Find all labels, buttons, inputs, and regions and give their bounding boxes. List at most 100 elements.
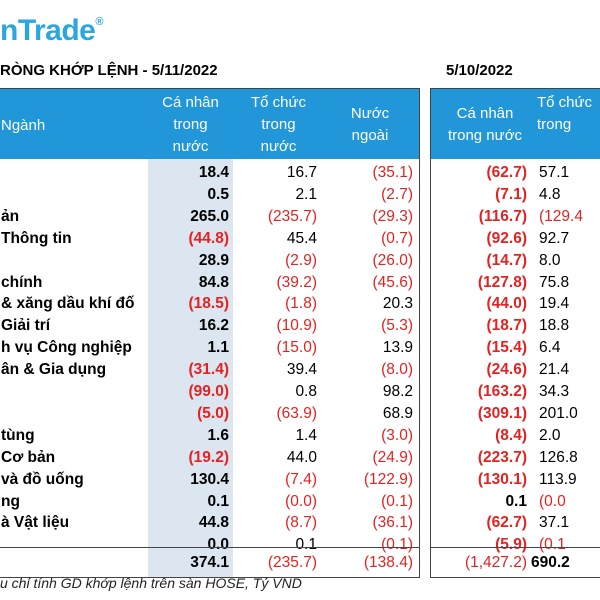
right-value-individual: (7.1) [495, 185, 527, 203]
value-foreign: (122.9) [363, 470, 413, 488]
table-row: (99.0) 0.8 98.2 [0, 381, 419, 403]
left-table: Ngành Tổ chức trong nước Nước ngoài Cá n… [0, 88, 420, 578]
value-individual: 0.1 [207, 492, 229, 510]
value-individual: 1.6 [207, 426, 229, 444]
right-value-individual: (18.7) [486, 317, 528, 335]
value-institution: (10.9) [276, 317, 318, 335]
total-institution: (235.7) [267, 554, 317, 571]
table-row: ản 265.0 (235.7) (29.3) [0, 206, 419, 228]
value-institution: (2.9) [285, 251, 317, 269]
right-table-header: Cá nhân trong nước Tổ chức trong [431, 89, 600, 159]
table-row: tùng 1.6 1.4 (3.0) [0, 425, 419, 447]
sector-label: Cơ bản [1, 448, 56, 466]
value-foreign: 98.2 [382, 383, 413, 400]
value-foreign: (36.1) [372, 514, 414, 532]
table-row: (5.9) (0.1 [431, 534, 600, 556]
header-institution-line1: Tổ chức [250, 94, 307, 111]
right-value-individual: (15.4) [486, 339, 528, 357]
value-individual: 265.0 [190, 207, 229, 225]
value-institution: 39.4 [286, 361, 317, 379]
table-row: (14.7) 8.0 [431, 250, 600, 272]
right-value-institution: 21.4 [539, 361, 570, 379]
value-individual: (44.8) [188, 229, 230, 247]
table-row: 18.4 16.7 (35.1) [0, 162, 419, 184]
value-institution: (1.8) [285, 295, 317, 313]
value-institution: 45.4 [286, 229, 317, 247]
total-foreign: (138.4) [363, 554, 413, 571]
right-header-institution-line2: trong [537, 116, 572, 133]
right-value-individual: (44.0) [486, 295, 528, 313]
right-header-individual-line1: Cá nhân [456, 105, 514, 122]
right-value-institution: (0.1 [539, 536, 566, 554]
value-foreign: (26.0) [372, 251, 414, 269]
right-value-individual: (24.6) [486, 361, 528, 379]
value-individual: (18.5) [188, 295, 230, 313]
right-total-individual: (1,427.2) [464, 554, 527, 571]
value-individual: (19.2) [188, 448, 230, 466]
table-row: (116.7) (129.4 [431, 206, 600, 228]
value-institution: 16.7 [286, 164, 317, 181]
right-value-institution: 2.0 [539, 426, 561, 444]
right-value-institution: 37.1 [539, 514, 570, 532]
table-row: (7.1) 4.8 [431, 184, 600, 206]
header-sector: Ngành [1, 117, 46, 134]
value-individual: (5.0) [197, 404, 229, 422]
table-row: 0.1 (0.0 [431, 491, 600, 513]
table-row: h vụ Công nghiệp 1.1 (15.0) 13.9 [0, 337, 419, 359]
table-row: 28.9 (2.9) (26.0) [0, 250, 419, 272]
right-value-institution: 4.8 [539, 185, 561, 203]
header-foreign-line1: Nước [350, 105, 390, 122]
sector-label: Thông tin [1, 229, 72, 247]
right-value-institution: (0.0 [539, 492, 566, 510]
value-institution: (7.4) [285, 470, 317, 488]
right-value-institution: 113.9 [539, 470, 577, 488]
value-individual: (31.4) [188, 361, 230, 379]
header-individual-line2: trong [173, 116, 208, 133]
right-value-individual: (5.9) [495, 536, 527, 554]
value-foreign: 20.3 [382, 295, 413, 313]
table-row: Giải trí 16.2 (10.9) (5.3) [0, 315, 419, 337]
table-row: ng 0.1 (0.0) (0.1) [0, 491, 419, 513]
value-institution: (15.0) [276, 339, 318, 357]
sector-label: h vụ Công nghiệp [1, 339, 132, 357]
value-foreign: (0.7) [381, 229, 413, 247]
right-value-institution: 19.4 [539, 295, 570, 313]
value-institution: (39.2) [276, 273, 318, 291]
right-value-institution: 57.1 [539, 164, 570, 181]
sector-label: & xăng dầu khí đố [1, 295, 135, 313]
header-individual-line1: Cá nhân [162, 94, 219, 111]
registered-mark: ® [95, 16, 103, 28]
right-value-institution: 201.0 [539, 404, 578, 422]
table-row: Cơ bản (19.2) 44.0 (24.9) [0, 447, 419, 469]
sector-label: tùng [1, 426, 35, 444]
highlight-column: Cá nhân trong nước [148, 89, 233, 577]
table-row: (5.0) (63.9) 68.9 [0, 403, 419, 425]
right-value-institution: 92.7 [539, 229, 570, 247]
value-institution: 0.8 [295, 383, 317, 400]
value-institution: 1.4 [295, 426, 317, 444]
table-row: (130.1) 113.9 [431, 469, 600, 491]
table-row: và đồ uống 130.4 (7.4) (122.9) [0, 469, 419, 491]
value-individual: 1.1 [207, 339, 229, 357]
right-value-institution: (129.4 [539, 207, 583, 225]
value-individual: 16.2 [198, 317, 229, 335]
table-row: (127.8) 75.8 [431, 272, 600, 294]
value-foreign: (2.7) [381, 185, 413, 203]
table-row: Thông tin (44.8) 45.4 (0.7) [0, 228, 419, 250]
right-value-institution: 18.8 [539, 317, 570, 335]
table-row: (44.0) 19.4 [431, 293, 600, 315]
header-individual: Cá nhân trong nước [148, 89, 233, 159]
header-foreign: Nước ngoài [324, 103, 416, 147]
value-individual: 0.5 [207, 185, 229, 203]
header-institution-line3: nước [260, 138, 297, 155]
sector-label: ng [1, 492, 20, 510]
value-institution: 2.1 [295, 185, 317, 203]
total-divider [0, 547, 419, 548]
sector-label: ân & Gia dụng [1, 361, 107, 379]
value-foreign: (35.1) [372, 164, 414, 181]
sector-label: ản [1, 207, 20, 225]
table-row: (8.4) 2.0 [431, 425, 600, 447]
value-foreign: (3.0) [381, 426, 413, 444]
table-row: à Vật liệu 44.8 (8.7) (36.1) [0, 512, 419, 534]
sector-label: và đồ uống [1, 470, 84, 488]
